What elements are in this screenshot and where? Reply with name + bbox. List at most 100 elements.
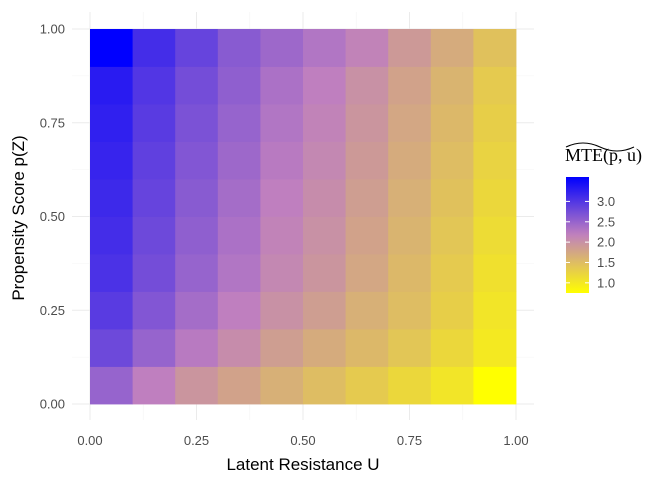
heatmap-cell	[90, 366, 133, 405]
heatmap-cell	[473, 141, 517, 180]
x-tick-label: 0.50	[290, 433, 315, 448]
heatmap-cell	[388, 66, 432, 105]
heatmap-cell	[388, 329, 432, 367]
heatmap-cell	[473, 366, 517, 405]
heatmap-cell	[132, 329, 176, 367]
heatmap-cell	[217, 216, 261, 255]
legend-tick-label: 1.5	[597, 255, 615, 270]
heatmap-cell	[473, 291, 517, 330]
heatmap-cell	[217, 29, 261, 67]
heatmap-cell	[260, 216, 304, 255]
heatmap-cell	[132, 291, 176, 330]
x-tick-label: 0.25	[184, 433, 209, 448]
heatmap-cell	[388, 366, 432, 405]
heatmap-cell	[303, 216, 346, 255]
legend-tick-label: 2.5	[597, 214, 615, 229]
heatmap-cells	[90, 29, 517, 405]
heatmap-cell	[260, 366, 304, 405]
y-tick-label: 0.25	[40, 303, 65, 318]
heatmap-cell	[90, 104, 133, 142]
heatmap-cell	[345, 216, 389, 255]
heatmap-cell	[260, 329, 304, 367]
legend-title-tilde	[565, 142, 635, 152]
heatmap-cell	[260, 179, 304, 217]
heatmap-cell	[473, 104, 517, 142]
heatmap-cell	[430, 366, 474, 405]
legend-tick-label: 3.0	[597, 194, 615, 209]
heatmap-cell	[217, 179, 261, 217]
heatmap-cell	[430, 66, 474, 105]
heatmap-cell	[473, 29, 517, 67]
heatmap-cell	[430, 216, 474, 255]
heatmap-cell	[217, 254, 261, 292]
x-tick-label: 1.00	[503, 433, 528, 448]
heatmap-cell	[175, 141, 219, 180]
heatmap-cell	[175, 329, 219, 367]
heatmap-cell	[175, 254, 219, 292]
heatmap-cell	[175, 66, 219, 105]
heatmap-cell	[303, 179, 346, 217]
heatmap-cell	[430, 254, 474, 292]
heatmap-cell	[430, 29, 474, 67]
heatmap-cell	[90, 216, 133, 255]
x-axis-ticks: 0.00 0.25 0.50 0.75 1.00	[77, 433, 528, 448]
heatmap-cell	[430, 141, 474, 180]
heatmap-cell	[217, 66, 261, 105]
y-axis-ticks: 0.00 0.25 0.50 0.75 1.00	[40, 22, 65, 412]
heatmap-cell	[90, 141, 133, 180]
heatmap-cell	[175, 216, 219, 255]
heatmap-cell	[345, 29, 389, 67]
heatmap-cell	[430, 291, 474, 330]
heatmap-cell	[132, 254, 176, 292]
heatmap-cell	[132, 366, 176, 405]
heatmap-cell	[260, 291, 304, 330]
heatmap-cell	[303, 141, 346, 180]
heatmap-cell	[345, 104, 389, 142]
heatmap-cell	[90, 29, 133, 67]
x-axis-title: Latent Resistance U	[226, 455, 379, 474]
heatmap-cell	[388, 254, 432, 292]
heatmap-cell	[388, 141, 432, 180]
heatmap-cell	[345, 291, 389, 330]
heatmap-cell	[388, 291, 432, 330]
y-axis-title: Propensity Score p(Z)	[9, 135, 28, 300]
x-tick-label: 0.75	[397, 433, 422, 448]
y-tick-label: 0.75	[40, 115, 65, 130]
heatmap-cell	[132, 179, 176, 217]
legend-ticks: 1.0 1.5 2.0 2.5 3.0	[566, 194, 615, 290]
heatmap-cell	[90, 179, 133, 217]
heatmap-cell	[132, 104, 176, 142]
heatmap-cell	[217, 104, 261, 142]
heatmap-cell	[388, 179, 432, 217]
heatmap-cell	[90, 254, 133, 292]
heatmap-cell	[260, 141, 304, 180]
legend-title: MTE(p, u)	[565, 145, 642, 166]
heatmap-cell	[260, 66, 304, 105]
heatmap-cell	[473, 179, 517, 217]
heatmap-cell	[260, 29, 304, 67]
heatmap-cell	[345, 254, 389, 292]
heatmap-cell	[303, 254, 346, 292]
heatmap-cell	[345, 179, 389, 217]
heatmap-cell	[132, 66, 176, 105]
heatmap-cell	[217, 329, 261, 367]
heatmap-cell	[388, 216, 432, 255]
y-tick-label: 0.00	[40, 397, 65, 412]
heatmap-cell	[345, 366, 389, 405]
heatmap-cell	[260, 254, 304, 292]
heatmap-cell	[175, 291, 219, 330]
heatmap-cell	[90, 66, 133, 105]
heatmap-cell	[303, 291, 346, 330]
heatmap-cell	[303, 329, 346, 367]
heatmap-cell	[303, 29, 346, 67]
heatmap-cell	[175, 104, 219, 142]
y-tick-label: 1.00	[40, 22, 65, 37]
heatmap-cell	[132, 141, 176, 180]
heatmap-cell	[303, 66, 346, 105]
heatmap-cell	[303, 104, 346, 142]
heatmap-cell	[303, 366, 346, 405]
heatmap-cell	[175, 366, 219, 405]
heatmap-cell	[388, 29, 432, 67]
y-tick-label: 0.50	[40, 209, 65, 224]
